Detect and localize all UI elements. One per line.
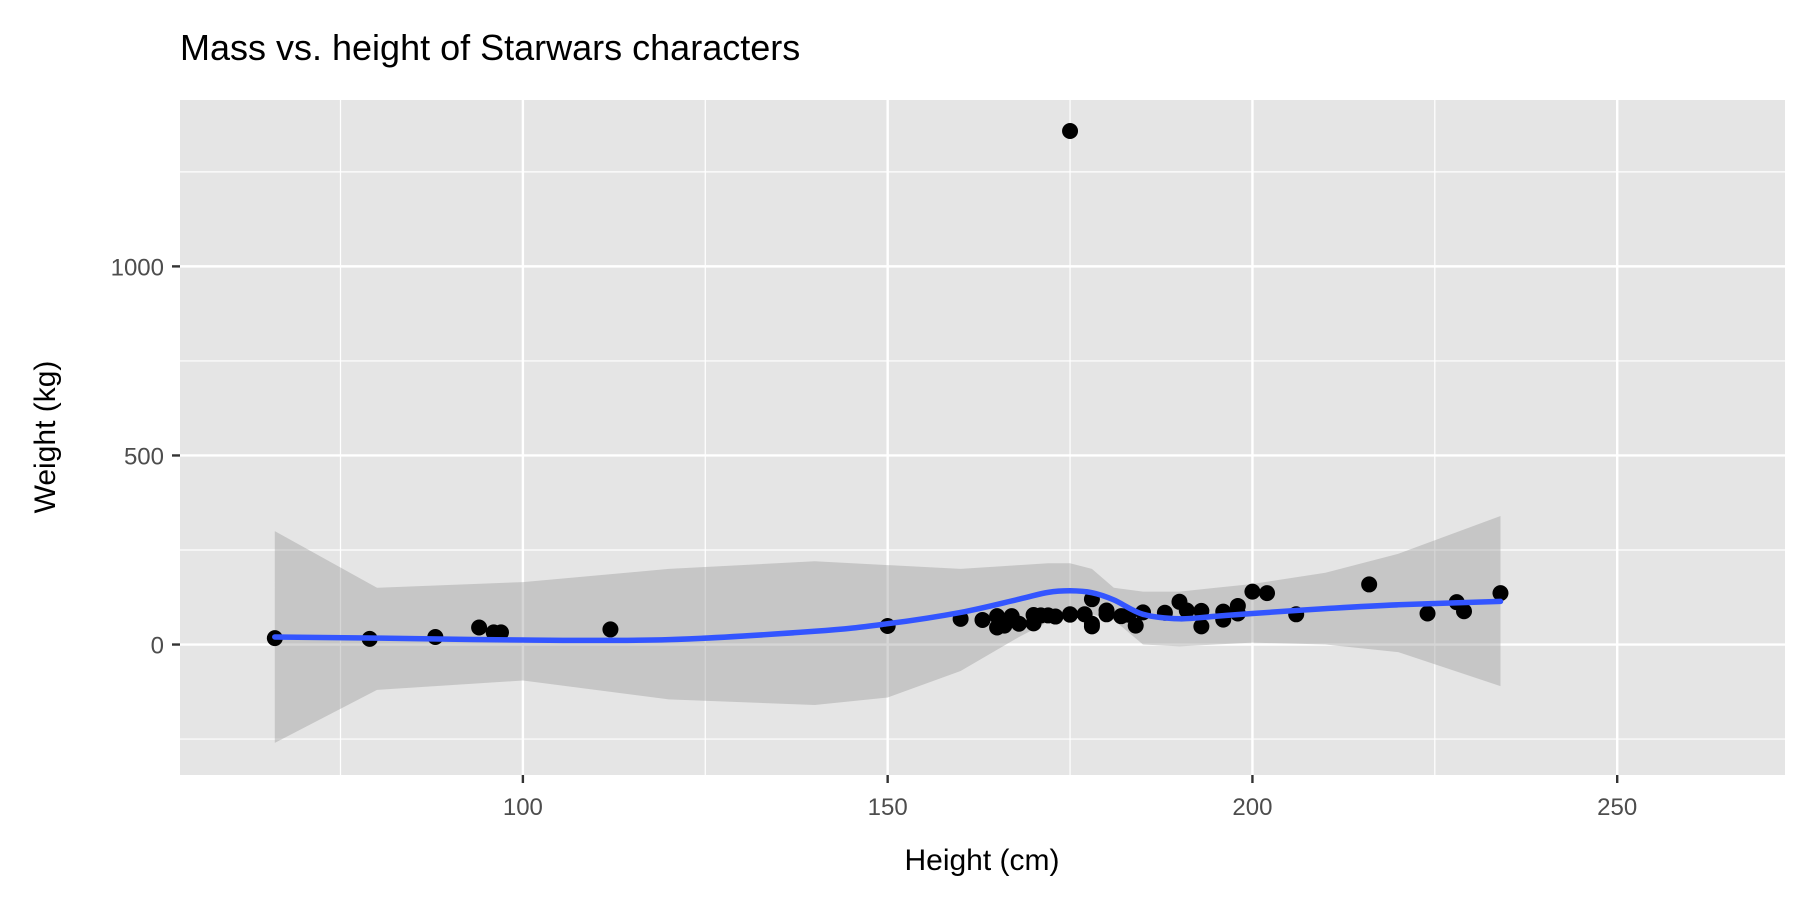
data-point: [493, 624, 509, 641]
chart-title: Mass vs. height of Starwars characters: [180, 27, 800, 68]
x-tick-label: 200: [1232, 794, 1272, 821]
major-gridlines: [180, 100, 1785, 775]
plot-panel: [180, 100, 1785, 775]
data-point: [1229, 597, 1246, 614]
data-point: [1178, 602, 1195, 619]
data-point: [1062, 123, 1079, 140]
data-point: [471, 619, 488, 636]
data-point: [1419, 605, 1436, 622]
y-tick-label: 0: [151, 633, 164, 660]
data-point: [1083, 618, 1100, 635]
data-point: [1010, 615, 1027, 632]
data-point: [1047, 608, 1064, 625]
data-point: [1127, 617, 1144, 634]
data-point: [1062, 606, 1079, 623]
data-point: [1193, 618, 1210, 635]
y-tick-label: 500: [124, 443, 164, 470]
data-point: [1456, 603, 1472, 620]
x-axis-title: Height (cm): [904, 844, 1059, 877]
data-point: [1259, 585, 1276, 602]
x-axis: 100 150 200 250: [503, 775, 1637, 821]
data-point: [1361, 576, 1378, 593]
data-point: [974, 611, 991, 628]
data-point: [1098, 602, 1115, 619]
data-point: [602, 621, 619, 638]
y-axis: 0 500 1000: [111, 254, 180, 660]
x-tick-label: 250: [1597, 794, 1637, 821]
smooth-trend-line: [272, 588, 1504, 644]
data-point: [1492, 585, 1509, 602]
minor-gridlines: [180, 100, 1785, 775]
x-tick-label: 100: [503, 794, 543, 821]
y-axis-title: Weight (kg): [29, 361, 62, 514]
data-point: [1244, 583, 1261, 600]
x-tick-label: 150: [868, 794, 908, 821]
y-tick-label: 1000: [111, 254, 164, 281]
data-points: [266, 123, 1509, 647]
